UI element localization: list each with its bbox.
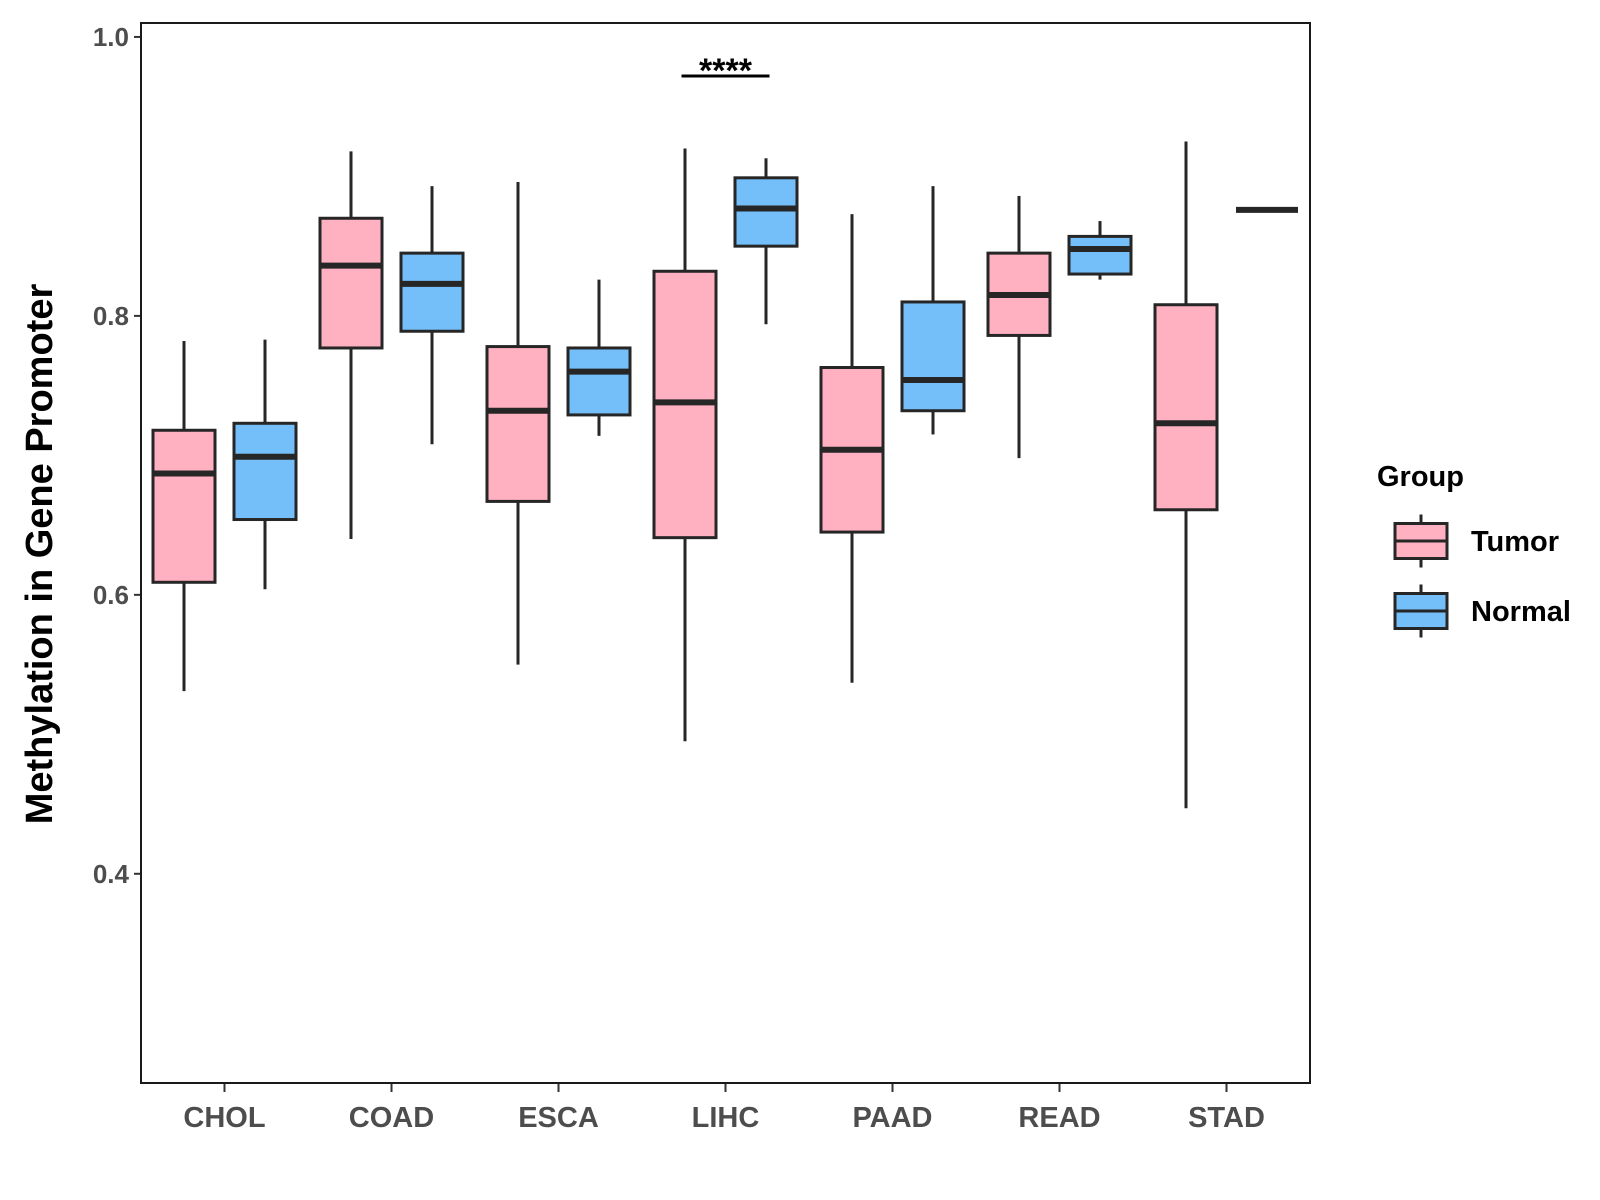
plot-panel-border	[140, 22, 1311, 1084]
x-tick-label: ESCA	[518, 1102, 599, 1134]
x-tick-label: STAD	[1188, 1102, 1265, 1134]
y-tick-label: 0.6	[93, 580, 129, 610]
box-iqr	[318, 216, 384, 350]
x-tick-label: READ	[1018, 1102, 1100, 1134]
legend-item-tumor: Tumor	[1393, 514, 1559, 568]
box-tumor-coad	[318, 151, 384, 540]
box-tumor-esca	[485, 182, 551, 665]
box-tumor-paad	[819, 214, 885, 683]
box-normal-chol	[232, 339, 298, 590]
x-tick-label: PAAD	[852, 1102, 932, 1134]
box-normal-read	[1067, 221, 1133, 280]
y-tick-label: 1.0	[93, 22, 129, 52]
legend-item-normal: Normal	[1393, 584, 1571, 638]
box-iqr	[399, 251, 465, 333]
box-iqr	[733, 176, 799, 248]
box-iqr	[151, 428, 217, 584]
box-tumor-chol	[151, 341, 217, 692]
y-axis-label: Methylation in Gene Promoter	[19, 284, 61, 825]
x-tick-label: CHOL	[183, 1102, 265, 1134]
significance-annotations: ****	[681, 52, 770, 90]
y-tick-label: 0.8	[93, 301, 129, 331]
box-iqr	[900, 300, 966, 413]
legend-label: Normal	[1471, 596, 1571, 628]
x-tick-label: COAD	[349, 1102, 434, 1134]
box-iqr	[566, 346, 632, 417]
box-series	[151, 141, 1298, 809]
box-normal-paad	[900, 186, 966, 435]
y-tick-label: 0.4	[93, 859, 130, 889]
legend-title: Group	[1377, 461, 1464, 493]
y-axis: 0.4 0.6 0.8 1.0	[93, 22, 141, 889]
box-iqr	[485, 345, 551, 503]
box-iqr	[232, 421, 298, 522]
box-tumor-stad	[1153, 141, 1219, 809]
box-tumor-read	[986, 195, 1052, 459]
significance-label: ****	[699, 52, 753, 90]
box-normal-esca	[566, 279, 632, 436]
legend: Group Tumor Normal	[1377, 461, 1571, 638]
box-normal-coad	[399, 186, 465, 445]
box-iqr	[1067, 234, 1133, 276]
box-iqr	[1153, 303, 1219, 512]
legend-label: Tumor	[1471, 526, 1559, 558]
x-axis: CHOL COAD ESCA LIHC PAAD READ STAD	[183, 1083, 1265, 1134]
box-tumor-lihc	[652, 148, 718, 742]
box-normal-lihc	[733, 158, 799, 325]
x-tick-label: LIHC	[692, 1102, 760, 1134]
